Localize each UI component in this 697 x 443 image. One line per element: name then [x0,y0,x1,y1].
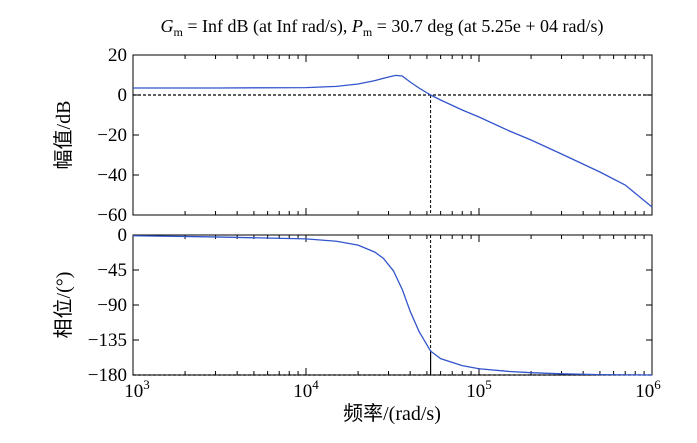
magnitude-curve [133,74,653,208]
pm-subscript: m [363,25,373,39]
x-tick-labels: 103 104 105 106 [124,377,661,402]
magnitude-ytick-label: −40 [97,165,127,186]
x-axis-label: 频率/(rad/s) [343,402,441,425]
pm-symbol: P [351,16,363,36]
phase-ylabel: 相位/(°) [52,272,75,339]
plot-title: Gm = Inf dB (at Inf rad/s), Pm = 30.7 de… [160,16,603,39]
magnitude-panel: 20 0 −20 −40 −60 幅值/dB [52,45,653,226]
x-tick-label: 103 [124,377,150,402]
x-tick-label: 106 [635,377,661,402]
magnitude-ytick-label: 20 [108,45,127,66]
phase-curve [132,235,653,376]
gm-symbol: G [160,16,173,36]
pm-text: = 30.7 deg (at 5.25e + 04 rad/s) [372,16,603,37]
phase-ytick-label: −90 [97,295,127,316]
magnitude-ticks [132,54,652,216]
phase-frame [132,234,653,376]
magnitude-y-tick-labels: 20 0 −20 −40 −60 [97,45,127,226]
phase-ticks [132,234,652,376]
x-tick-label: 104 [293,377,319,402]
magnitude-ylabel: 幅值/dB [52,101,75,170]
phase-ytick-label: −135 [88,330,127,351]
magnitude-ytick-label: −20 [97,125,127,146]
x-tick-label: 105 [466,377,492,402]
magnitude-frame [132,54,653,216]
gm-subscript: m [173,25,183,39]
phase-y-tick-labels: 0 −45 −90 −135 −180 [88,225,127,386]
magnitude-ytick-label: −60 [97,205,127,226]
phase-panel: 0 −45 −90 −135 −180 相位/(°) [52,225,653,386]
gm-text: = Inf dB (at Inf rad/s), [183,16,352,37]
magnitude-ytick-label: 0 [118,85,128,106]
phase-ytick-label: −45 [97,260,127,281]
phase-ytick-label: 0 [118,225,128,246]
phase-ytick-label: −180 [88,365,127,386]
